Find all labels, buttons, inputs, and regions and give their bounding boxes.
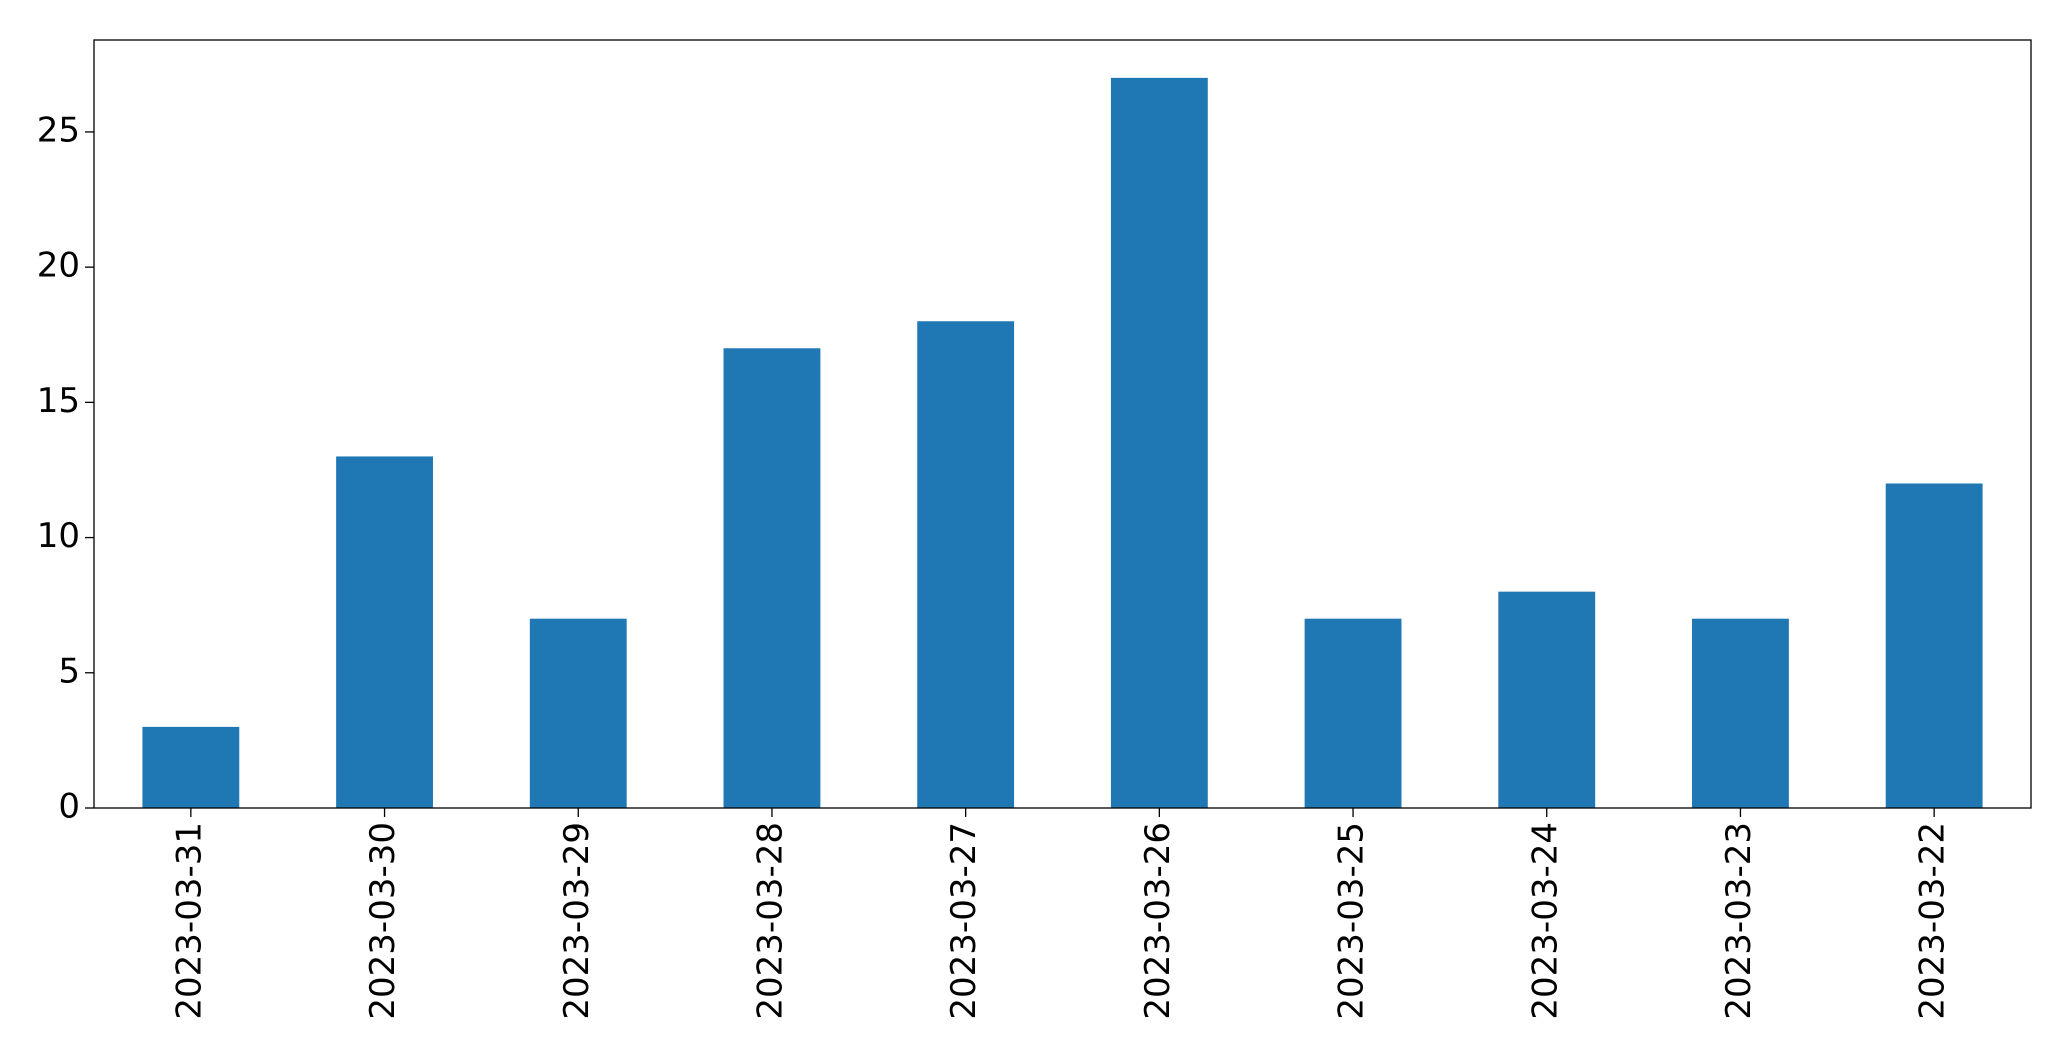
y-tick-label: 15 bbox=[37, 381, 80, 421]
bar bbox=[336, 456, 433, 808]
x-tick-label: 2023-03-23 bbox=[1719, 822, 1759, 1020]
bar bbox=[1692, 618, 1789, 808]
bar bbox=[1498, 591, 1596, 808]
x-tick-label: 2023-03-31 bbox=[169, 822, 209, 1020]
y-tick-label: 10 bbox=[37, 516, 80, 556]
y-tick-label: 5 bbox=[58, 651, 80, 691]
plot-frame bbox=[93, 39, 2032, 809]
bar bbox=[1110, 77, 1208, 809]
y-tick-label: 20 bbox=[37, 246, 80, 286]
x-tick-label: 2023-03-24 bbox=[1525, 822, 1565, 1020]
x-tick-label: 2023-03-25 bbox=[1332, 822, 1372, 1020]
bar bbox=[1885, 483, 1983, 808]
bar bbox=[917, 321, 1015, 808]
bar bbox=[723, 348, 821, 808]
x-tick-label: 2023-03-28 bbox=[750, 822, 790, 1020]
bar bbox=[142, 726, 240, 808]
x-tick-label: 2023-03-29 bbox=[557, 822, 597, 1020]
x-tick-label: 2023-03-26 bbox=[1138, 822, 1178, 1020]
x-tick-label: 2023-03-30 bbox=[363, 822, 403, 1020]
x-tick-label: 2023-03-22 bbox=[1913, 822, 1953, 1020]
x-tick-label: 2023-03-27 bbox=[944, 822, 984, 1020]
bar bbox=[1304, 618, 1402, 808]
y-tick-label: 25 bbox=[37, 110, 80, 150]
y-tick-label: 0 bbox=[58, 787, 80, 827]
bar bbox=[529, 618, 627, 808]
